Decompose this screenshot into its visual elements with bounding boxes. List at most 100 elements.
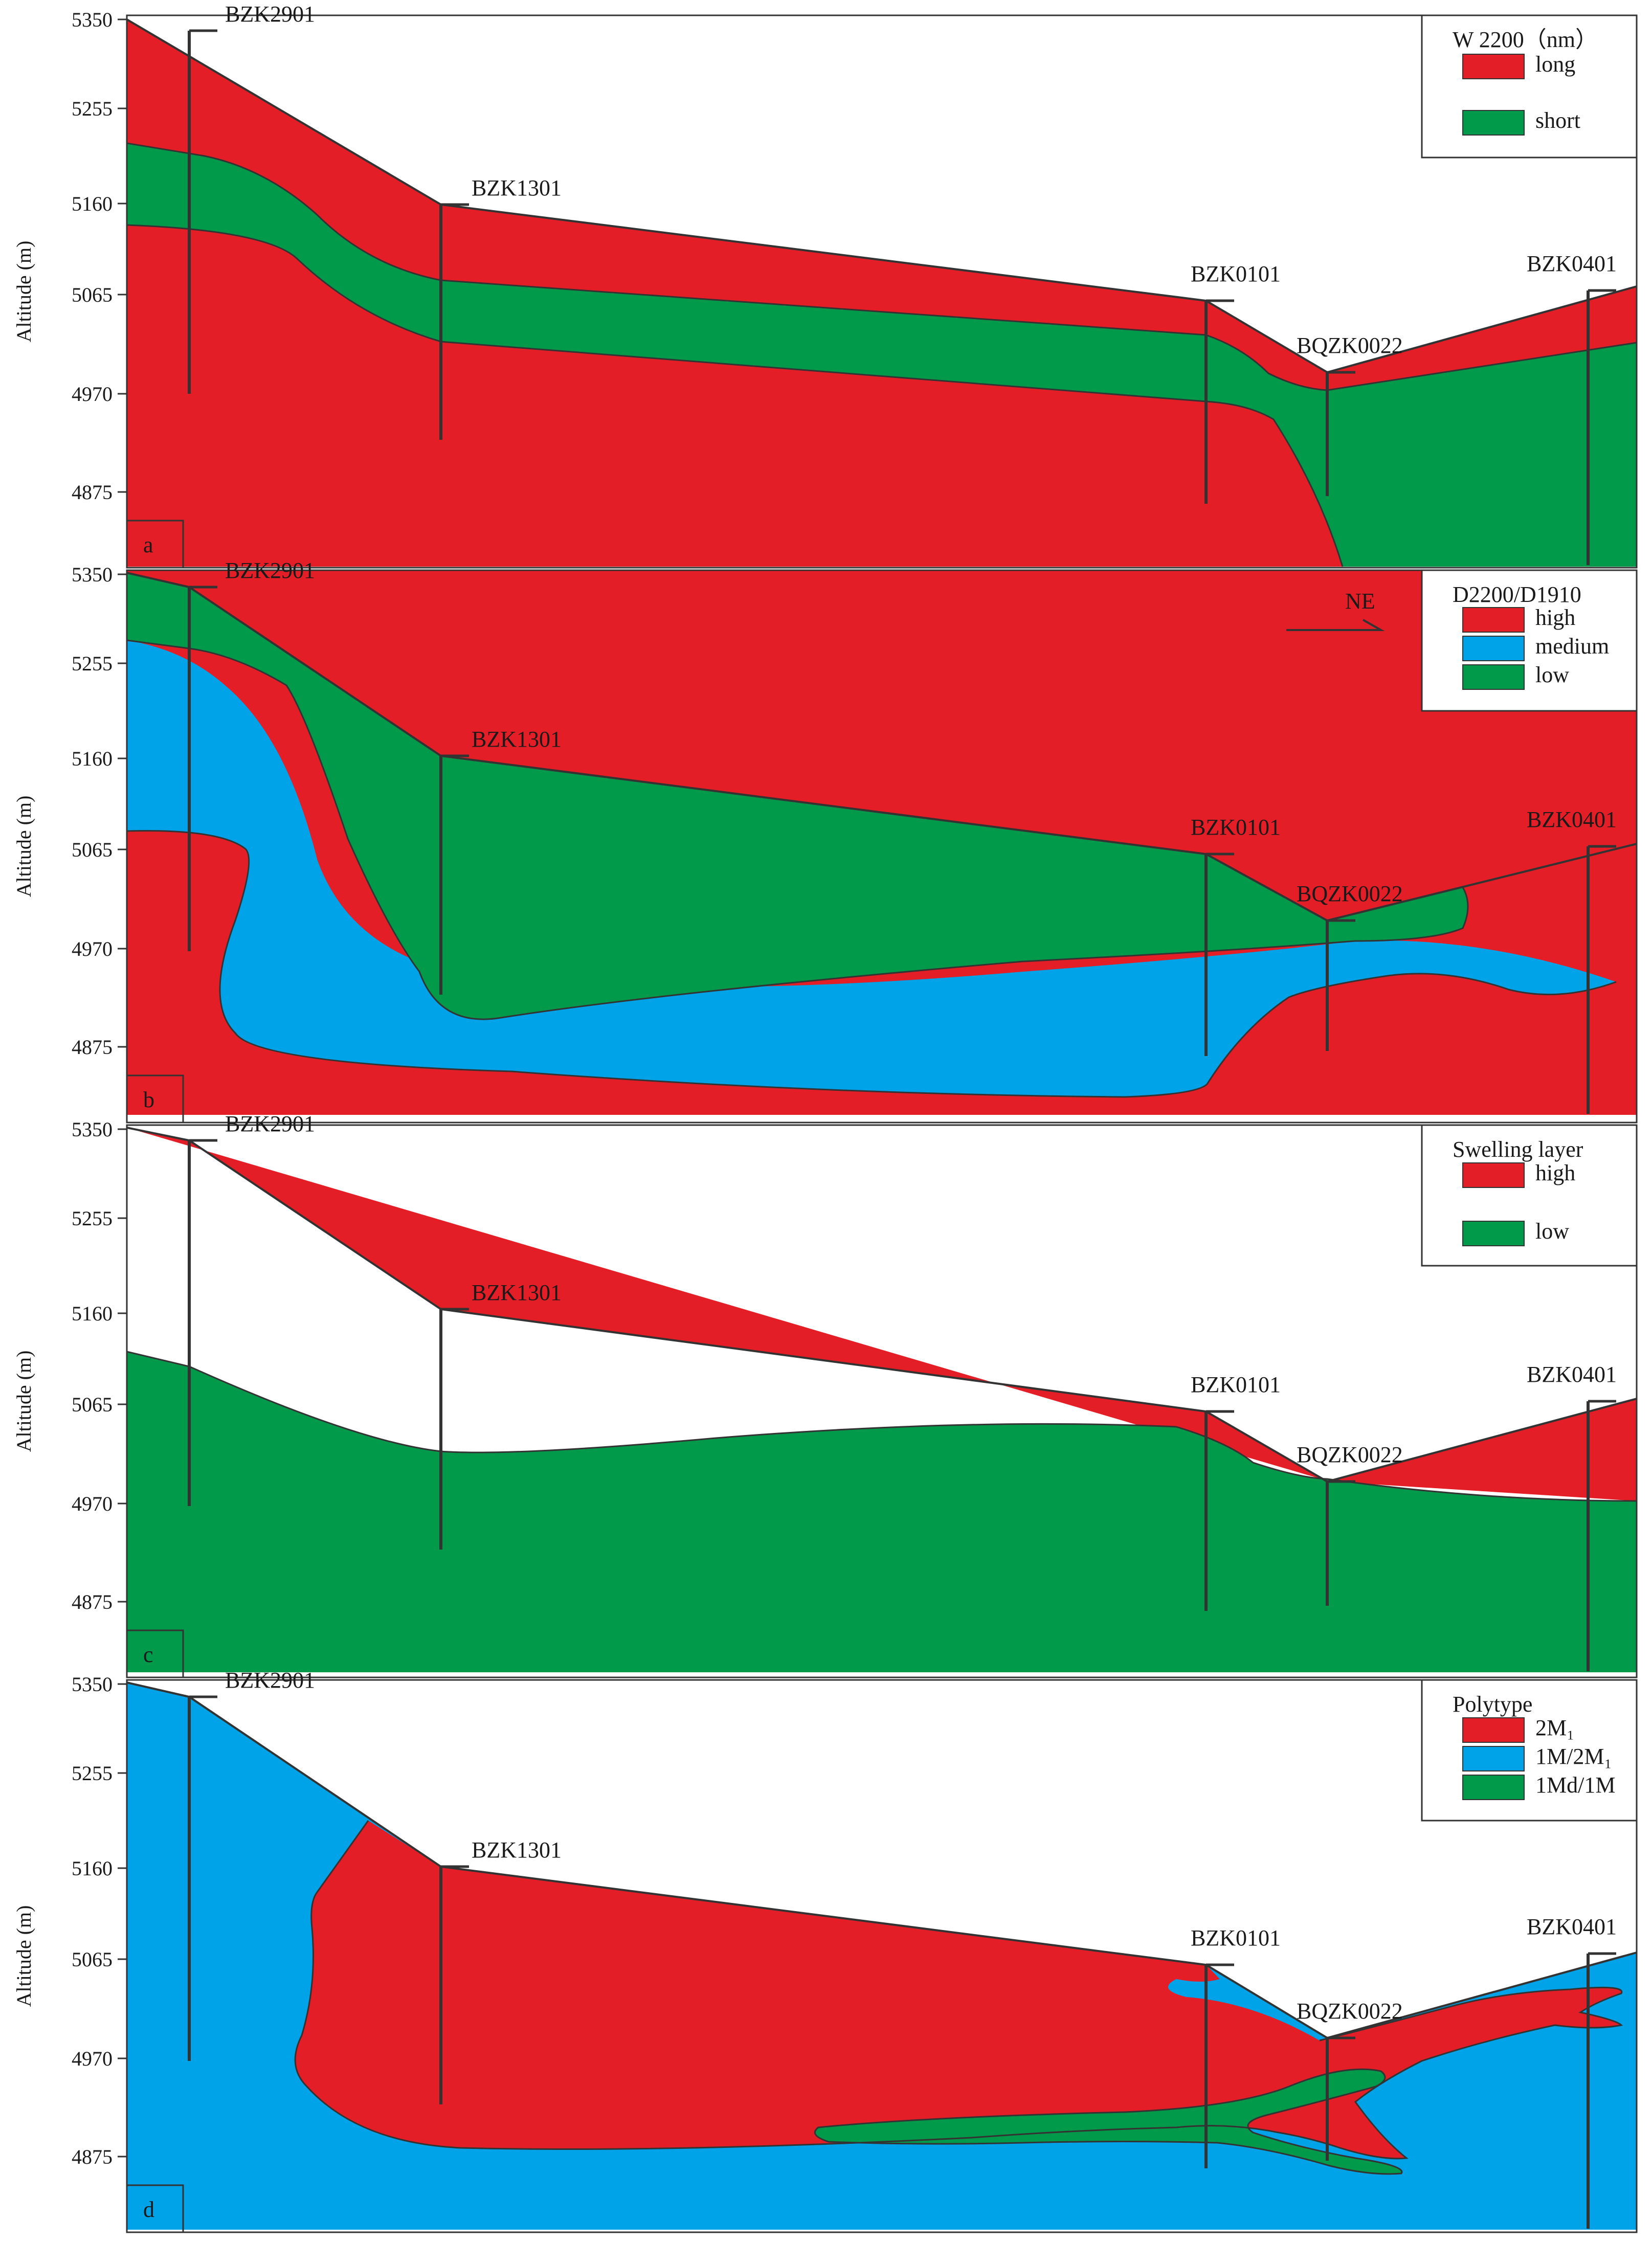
legend-title: Swelling layer: [1453, 1137, 1583, 1162]
panel-a: [126, 18, 1637, 567]
panel-b-green-boundary: [126, 639, 1469, 1020]
well-label-bzk0401: BZK0401: [1527, 1914, 1617, 1939]
y-tick-label: 4875: [72, 2145, 113, 2168]
panel-c-red-region: [127, 1128, 1637, 1501]
legend-swatch: [1462, 54, 1525, 79]
legend-label: high: [1535, 605, 1575, 630]
well-label-bzk1301: BZK1301: [472, 1280, 562, 1305]
y-tick-label: 5160: [72, 1857, 113, 1880]
panel-a-red-region: [127, 19, 1637, 567]
panel-a-frame: [126, 14, 1638, 569]
well-label-bzk0101: BZK0101: [1191, 1372, 1281, 1397]
panel-c-frame: [126, 1124, 1638, 1678]
legend-swatch: [1462, 1162, 1525, 1188]
legend-label: low: [1535, 1219, 1569, 1244]
panel-letter-box: [126, 2184, 184, 2233]
legend-box: [1421, 1124, 1638, 1267]
y-tick-label: 5065: [72, 283, 113, 306]
y-tick-label: 4970: [72, 937, 113, 960]
y-tick-label: 4970: [72, 2047, 113, 2070]
well-label-bzk2901: BZK2901: [225, 2, 315, 27]
legend-title: D2200/D1910: [1453, 582, 1581, 607]
well-label-bzk0401: BZK0401: [1527, 807, 1617, 832]
panel-c-boundary: [126, 1351, 1637, 1502]
panel-letter: d: [143, 2197, 154, 2222]
well-label-bqzk0022: BQZK0022: [1297, 333, 1403, 358]
panel-d-red-region: [295, 1821, 1622, 2159]
legend-title: Polytype: [1453, 1692, 1532, 1717]
y-tick-label: 5160: [72, 747, 113, 770]
legend-label: 1Md/1M: [1535, 1773, 1615, 1798]
panel-d-green-boundary: [814, 2068, 1403, 2175]
panel-letter: a: [143, 532, 153, 557]
panel-letter: b: [143, 1087, 154, 1112]
y-tick-label: 5160: [72, 192, 113, 215]
legend-swatch: [1462, 1775, 1525, 1800]
y-axis-title: Altitude (m): [12, 1905, 35, 2007]
legend-swatch: [1462, 607, 1525, 633]
legend-swatch: [1462, 664, 1525, 690]
panel-a-green-band: [127, 143, 1637, 567]
y-tick-label: 5065: [72, 1948, 113, 1971]
well-label-bzk1301: BZK1301: [472, 727, 562, 752]
well-label-bzk0401: BZK0401: [1527, 251, 1617, 276]
panel-c-green-region: [127, 1352, 1637, 1672]
panel-b-green-region: [127, 573, 1468, 1020]
well-label-bzk2901: BZK2901: [225, 1111, 315, 1136]
overlays: 5350 5255 5160 5065 4970 4875 Altitude (m) a BZK…: [12, 2, 1638, 2233]
y-tick-label: 5350: [72, 8, 113, 31]
y-tick-label: 5350: [72, 1673, 113, 1696]
legend-swatch: [1462, 1717, 1525, 1743]
legend-label: low: [1535, 662, 1569, 687]
legend-label: high: [1535, 1160, 1575, 1185]
well-label-bqzk0022: BQZK0022: [1297, 881, 1403, 906]
y-axis-title: Altitude (m): [12, 1351, 35, 1452]
well-label-bzk1301: BZK1301: [472, 1837, 562, 1863]
legend-swatch: [1462, 1746, 1525, 1771]
legend-title: W 2200（nm）: [1453, 27, 1598, 52]
y-tick-label: 5255: [72, 652, 113, 675]
panel-d: [126, 1681, 1637, 2230]
legend-label: 1M/2M₁: [1535, 1744, 1612, 1769]
panel-b-blue-boundary: [126, 829, 1617, 1098]
well-label-bzk0401: BZK0401: [1527, 1362, 1617, 1387]
well-label-bzk2901: BZK2901: [225, 1668, 315, 1693]
legend-box: [1421, 14, 1638, 159]
panel-d-frame: [126, 1679, 1638, 2233]
direction-label: NE: [1345, 589, 1375, 614]
legend-swatch: [1462, 1221, 1525, 1246]
y-tick-label: 5350: [72, 563, 113, 586]
panel-letter-box: [126, 1629, 184, 1678]
y-tick-label: 5255: [72, 97, 113, 120]
panel-b: [126, 570, 1637, 1115]
legend-label: long: [1535, 52, 1575, 77]
panel-a-boundary-lower: [126, 224, 1344, 567]
panel-d-surface-outline: [126, 1681, 1637, 2039]
legend-box: [1421, 1679, 1638, 1822]
legend-label: 2M₁: [1535, 1715, 1574, 1740]
well-label-bzk1301: BZK1301: [472, 175, 562, 200]
y-tick-label: 5065: [72, 838, 113, 861]
legend-label: medium: [1535, 634, 1609, 659]
direction-arrow-icon: [1286, 619, 1385, 631]
y-tick-label: 4875: [72, 1036, 113, 1059]
panel-c: [126, 1127, 1637, 1672]
panel-letter-box: [126, 520, 184, 569]
panel-d-red-boundary: [294, 1820, 1623, 2160]
panel-b-surface-outline: [126, 572, 1637, 922]
y-axis-title: Altitude (m): [12, 796, 35, 898]
well-label-bzk0101: BZK0101: [1191, 1925, 1281, 1950]
y-tick-label: 5255: [72, 1207, 113, 1230]
y-tick-label: 4875: [72, 481, 113, 504]
y-tick-label: 5255: [72, 1762, 113, 1785]
y-tick-label: 4970: [72, 383, 113, 406]
panel-letter: c: [143, 1642, 153, 1667]
panel-letter-box: [126, 1074, 184, 1124]
y-tick-label: 5160: [72, 1302, 113, 1325]
panel-b-frame: [126, 569, 1638, 1124]
well-label-bzk2901: BZK2901: [225, 558, 315, 583]
well-label-bqzk0022: BQZK0022: [1297, 1442, 1403, 1467]
y-axis-title: Altitude (m): [12, 241, 35, 343]
well-label-bqzk0022: BQZK0022: [1297, 1999, 1403, 2024]
legend-swatch: [1462, 110, 1525, 136]
